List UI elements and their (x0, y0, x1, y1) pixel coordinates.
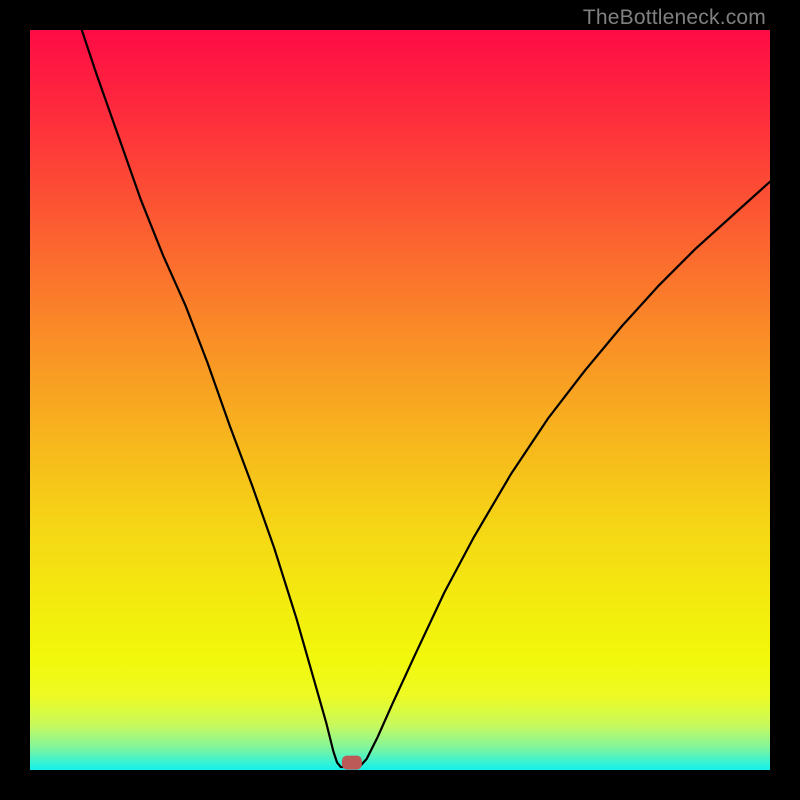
plot-area (30, 30, 770, 770)
bottleneck-curve-chart (30, 30, 770, 770)
gradient-background (30, 30, 770, 770)
watermark-text: TheBottleneck.com (583, 6, 766, 30)
optimum-marker (342, 756, 362, 770)
chart-frame: TheBottleneck.com (0, 0, 800, 800)
